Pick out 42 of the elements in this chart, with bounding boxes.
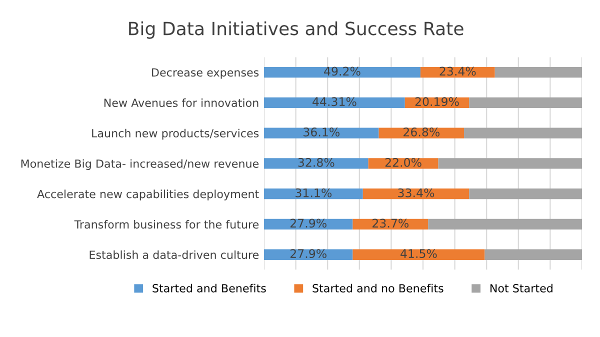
bar: [484, 249, 582, 260]
bar: [264, 128, 379, 138]
y-tick-label: New Avenues for innovation: [104, 98, 258, 108]
bar: [494, 66, 582, 78]
bar: [264, 66, 420, 78]
data-label: 31.1%: [296, 188, 332, 198]
legend-label: Started and Benefits: [152, 284, 266, 292]
data-label: 33.4%: [398, 188, 434, 198]
data-label: 32.8%: [298, 158, 334, 167]
bar: [264, 188, 363, 200]
data-label: 20.19%: [415, 97, 459, 106]
y-tick-label: Accelerate new capabilities deployment: [37, 190, 259, 200]
bar: [378, 128, 464, 138]
bar: [264, 249, 353, 260]
data-label: 36.1%: [304, 128, 340, 136]
y-tick-label: Establish a data-driven culture: [90, 250, 259, 260]
bar: [362, 188, 470, 200]
bar: [368, 158, 438, 169]
data-label: 27.9%: [290, 249, 326, 258]
bar: [469, 97, 582, 108]
y-tick-label: Decrease expenses: [152, 68, 259, 79]
data-label: 22.0%: [385, 158, 422, 167]
data-label: 23.4%: [440, 66, 476, 76]
data-label: 49.2%: [324, 66, 360, 76]
y-tick-label: Monetize Big Data- increased/new revenue: [21, 159, 259, 170]
chart-title: Big Data Initiatives and Success Rate: [129, 21, 464, 39]
bar: [469, 188, 582, 200]
y-tick-label: Launch new products/services: [92, 128, 259, 140]
data-label: 41.5%: [400, 249, 437, 258]
bar: [438, 158, 582, 169]
bar: [428, 218, 582, 230]
legend-label: Not Started: [490, 284, 552, 292]
data-label: 26.8%: [404, 128, 440, 136]
bar: [264, 158, 368, 169]
bar: [352, 249, 485, 260]
legend-label: Started and no Benefits: [312, 284, 444, 292]
data-label: 27.9%: [290, 218, 326, 228]
data-label: 23.7%: [372, 218, 409, 228]
bar: [464, 128, 582, 138]
bar: [264, 97, 405, 108]
data-label: 44.31%: [312, 97, 356, 106]
y-tick-label: Transform business for the future: [74, 220, 259, 229]
